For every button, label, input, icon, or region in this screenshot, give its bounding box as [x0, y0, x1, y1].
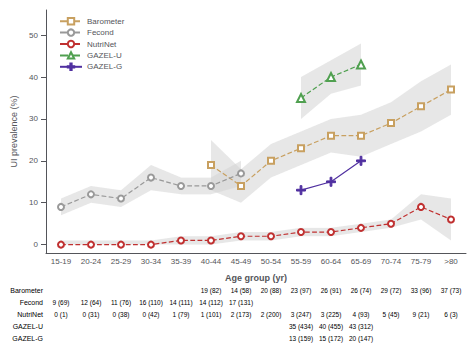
svg-text:>80: >80 [444, 257, 458, 266]
svg-text:20: 20 [29, 156, 38, 165]
svg-text:40: 40 [29, 73, 38, 82]
svg-text:35-39: 35-39 [171, 257, 192, 266]
svg-text:75-79: 75-79 [411, 257, 432, 266]
svg-text:26 (74): 26 (74) [351, 287, 372, 295]
svg-text:43 (312): 43 (312) [349, 323, 373, 331]
svg-text:14 (58): 14 (58) [231, 287, 252, 295]
svg-text:19 (82): 19 (82) [201, 287, 222, 295]
svg-text:20 (88): 20 (88) [261, 287, 282, 295]
svg-text:10: 10 [29, 198, 38, 207]
svg-text:50: 50 [29, 31, 38, 40]
svg-text:1 (79): 1 (79) [173, 311, 190, 319]
svg-text:Barometer: Barometer [10, 287, 43, 294]
svg-text:25-29: 25-29 [111, 257, 132, 266]
svg-text:NutriNet: NutriNet [17, 311, 43, 318]
svg-text:0 (1): 0 (1) [54, 311, 67, 319]
svg-text:12 (64): 12 (64) [81, 299, 102, 307]
svg-text:NutriNet: NutriNet [87, 40, 117, 49]
svg-text:0 (42): 0 (42) [143, 311, 160, 319]
svg-text:45-49: 45-49 [231, 257, 252, 266]
svg-text:GAZEL-G: GAZEL-G [12, 335, 43, 342]
svg-text:1 (101): 1 (101) [201, 311, 222, 319]
svg-text:9 (69): 9 (69) [53, 299, 70, 307]
svg-text:20 (147): 20 (147) [349, 335, 373, 343]
svg-text:0 (31): 0 (31) [83, 311, 100, 319]
svg-text:13 (159): 13 (159) [289, 335, 313, 343]
svg-text:14 (112): 14 (112) [199, 299, 223, 307]
svg-text:15-19: 15-19 [51, 257, 72, 266]
svg-text:29 (72): 29 (72) [381, 287, 402, 295]
svg-text:0: 0 [34, 240, 39, 249]
svg-text:35 (434): 35 (434) [289, 323, 313, 331]
svg-text:11 (76): 11 (76) [111, 299, 131, 307]
svg-text:2 (173): 2 (173) [231, 311, 252, 319]
svg-text:3 (247): 3 (247) [291, 311, 312, 319]
svg-text:40 (455): 40 (455) [319, 323, 343, 331]
svg-text:30-34: 30-34 [141, 257, 162, 266]
svg-text:14 (111): 14 (111) [169, 299, 192, 307]
svg-text:4 (93): 4 (93) [353, 311, 370, 319]
svg-text:50-54: 50-54 [261, 257, 282, 266]
svg-text:17 (131): 17 (131) [229, 299, 253, 307]
svg-text:UI prevalence (%): UI prevalence (%) [9, 95, 19, 167]
svg-text:70-74: 70-74 [381, 257, 402, 266]
svg-text:GAZEL-U: GAZEL-U [13, 323, 43, 330]
svg-text:37 (73): 37 (73) [441, 287, 462, 295]
svg-text:60-64: 60-64 [321, 257, 342, 266]
svg-text:9 (21): 9 (21) [413, 311, 430, 319]
svg-text:30: 30 [29, 114, 38, 123]
svg-text:Fecond: Fecond [20, 299, 43, 306]
svg-text:3 (225): 3 (225) [321, 311, 342, 319]
svg-text:5 (45): 5 (45) [383, 311, 400, 319]
svg-text:Fecond: Fecond [87, 28, 114, 37]
svg-text:16 (110): 16 (110) [139, 299, 163, 307]
svg-text:55-59: 55-59 [291, 257, 312, 266]
svg-text:33 (96): 33 (96) [411, 287, 432, 295]
svg-text:Barometer: Barometer [87, 17, 125, 26]
svg-text:20-24: 20-24 [81, 257, 102, 266]
svg-text:65-69: 65-69 [351, 257, 372, 266]
svg-text:23 (97): 23 (97) [291, 287, 312, 295]
svg-text:GAZEL-G: GAZEL-G [87, 62, 122, 71]
svg-text:0 (38): 0 (38) [113, 311, 130, 319]
svg-text:40-44: 40-44 [201, 257, 222, 266]
svg-text:2 (200): 2 (200) [261, 311, 282, 319]
svg-text:26 (91): 26 (91) [321, 287, 342, 295]
svg-text:6 (3): 6 (3) [444, 311, 457, 319]
svg-text:Age group (yr): Age group (yr) [225, 273, 287, 283]
svg-text:GAZEL-U: GAZEL-U [87, 51, 122, 60]
svg-text:15 (172): 15 (172) [319, 335, 343, 343]
